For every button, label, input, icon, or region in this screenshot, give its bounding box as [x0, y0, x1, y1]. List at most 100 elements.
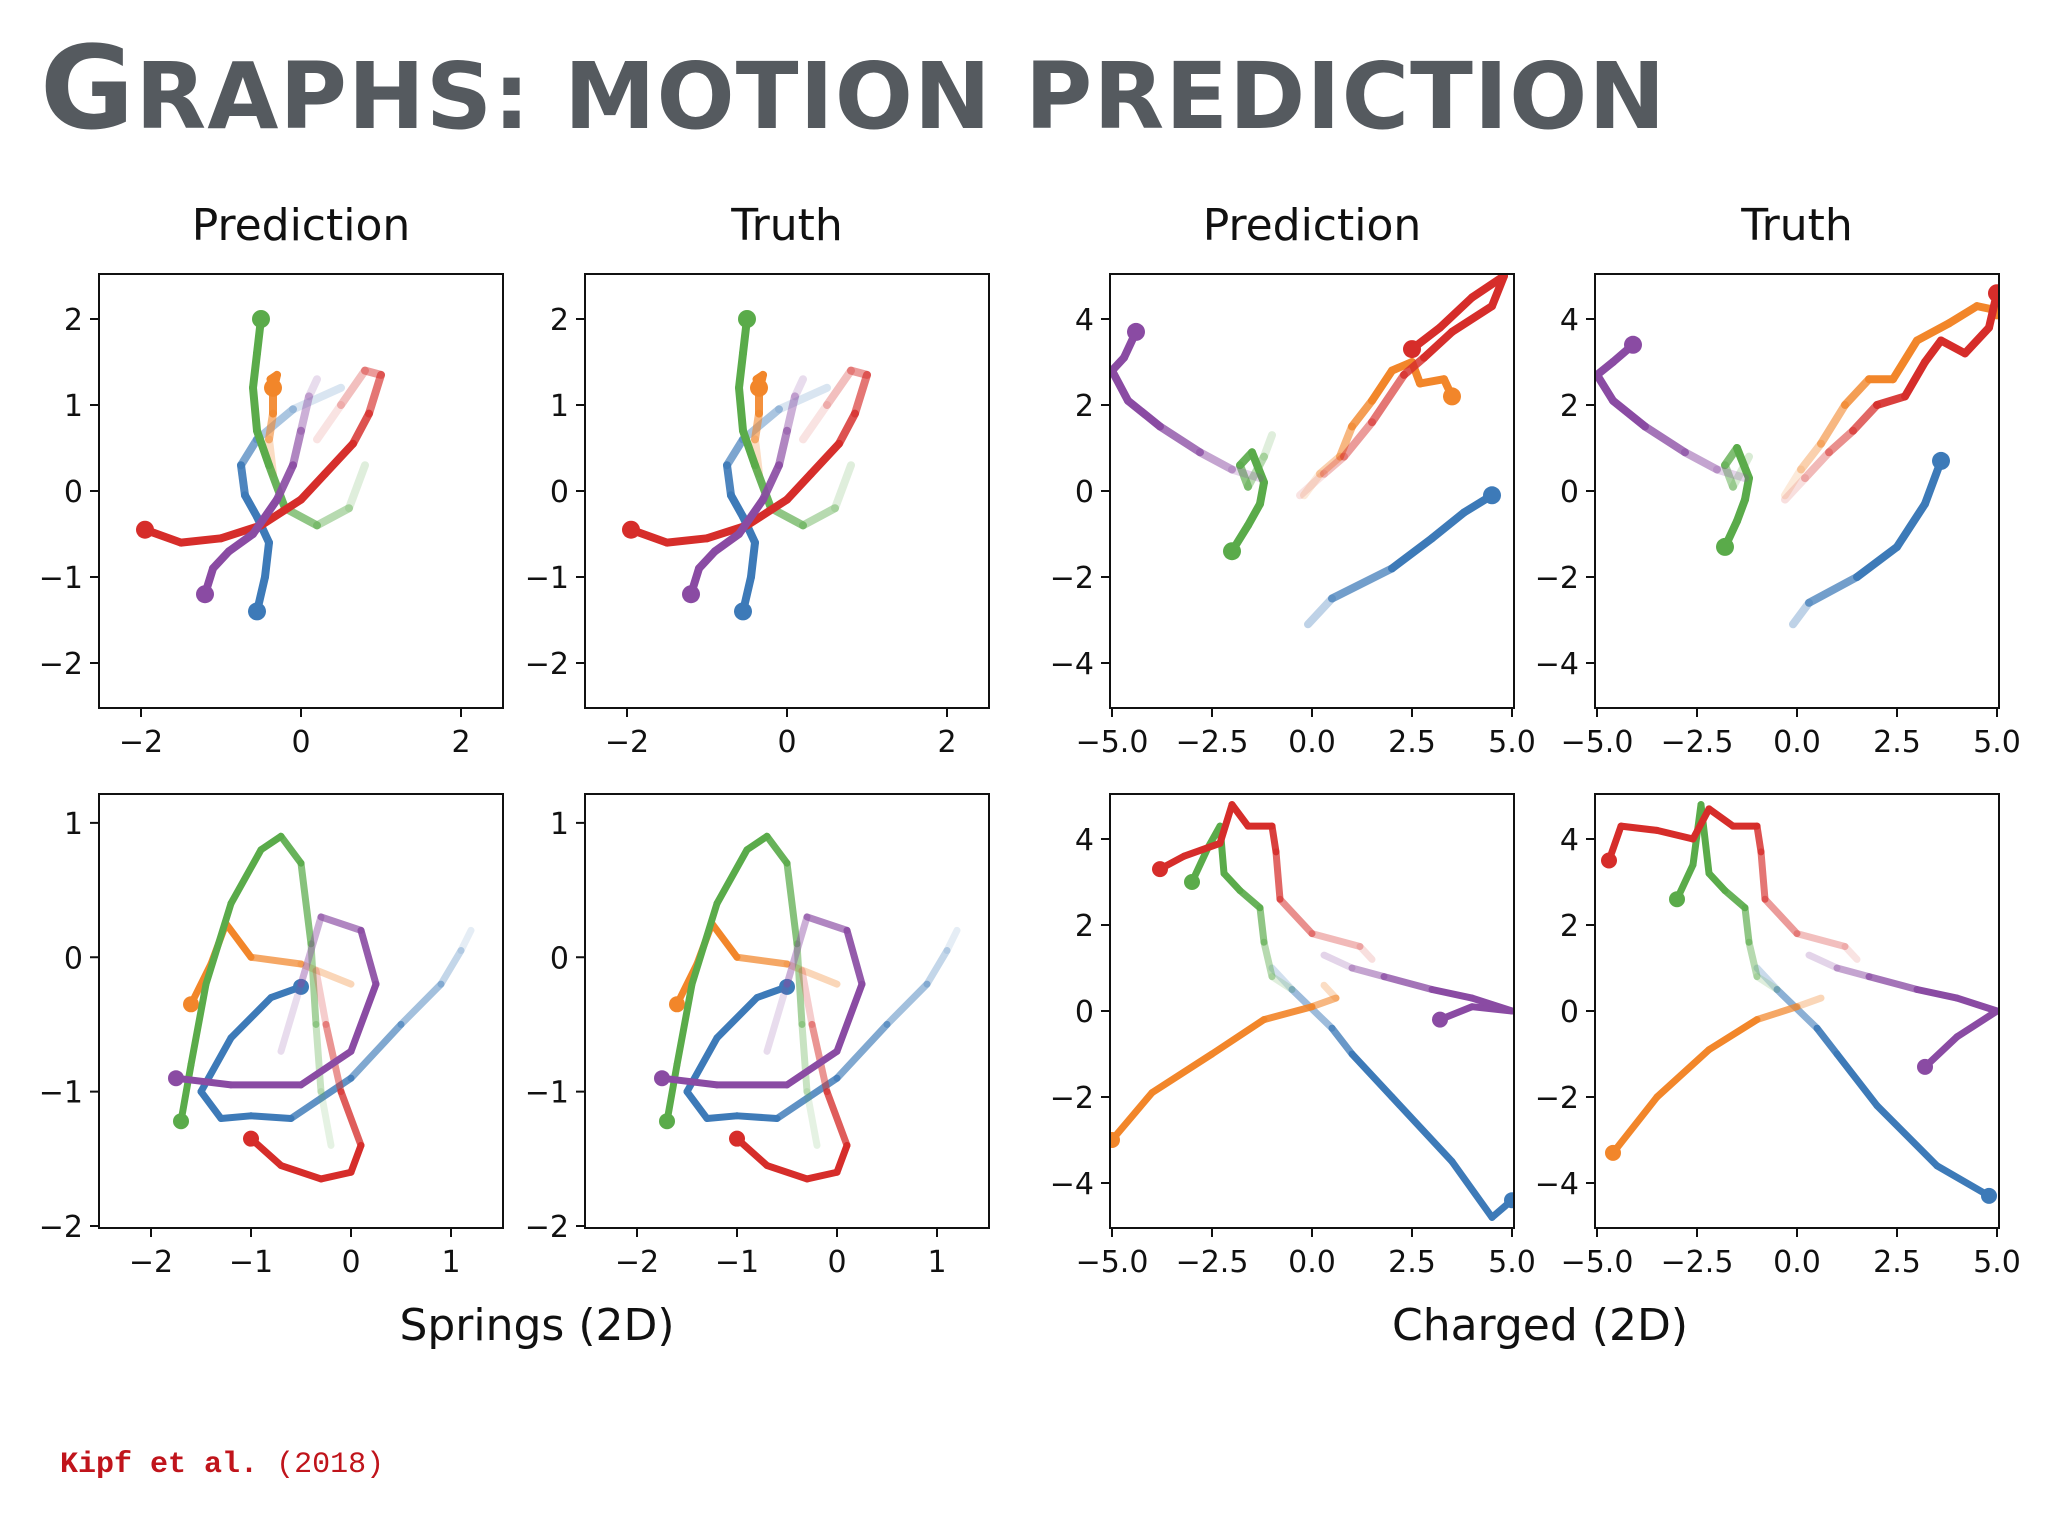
- trajectory-segment-red: [312, 967, 330, 1028]
- y-tick-label: 0: [64, 475, 83, 510]
- citation-year: (2018): [276, 1448, 385, 1482]
- trajectory-segment-green: [1733, 444, 1753, 483]
- trajectory-segment-red: [808, 1020, 831, 1096]
- y-tick-label: 0: [1075, 995, 1094, 1030]
- trajectory-start-red: [1152, 861, 1168, 878]
- trajectory-panel: −5.0 −2.5 0.0 2.5 5.0 −4 −2 0 2 4: [1050, 793, 1536, 1280]
- trajectory-start-purple: [196, 585, 214, 604]
- y-tick-label: −2: [525, 1210, 569, 1245]
- column-title: Truth: [730, 200, 843, 251]
- trajectory-segment-green: [1260, 938, 1276, 981]
- trajectory-segment-purple: [658, 1074, 721, 1089]
- x-tick-label: 5.0: [1973, 1245, 2021, 1280]
- trajectory-segment-red: [1841, 943, 1861, 963]
- trajectory-segment-red: [1436, 293, 1476, 332]
- x-tick-label: 0: [777, 725, 796, 760]
- trajectory-segment-purple: [833, 980, 866, 1055]
- trajectory-start-green: [1184, 874, 1200, 890]
- trajectory-segment-orange: [1841, 375, 1873, 409]
- trajectory-segment-green: [1256, 904, 1268, 946]
- y-tick-label: −1: [39, 561, 83, 596]
- trajectory-segment-red: [1757, 848, 1769, 903]
- trajectory-segment-red: [321, 439, 357, 478]
- x-tick-label: −2.5: [1661, 725, 1734, 760]
- trajectory-segment-green: [313, 504, 353, 530]
- x-tick-label: −5.0: [1561, 1245, 1634, 1280]
- trajectory-segment-purple: [1953, 994, 1999, 1015]
- trajectory-segment-green: [312, 1020, 325, 1096]
- trajectory-segment-purple: [803, 913, 851, 934]
- trajectory-segment-purple: [783, 1047, 841, 1089]
- trajectory-segment-green: [763, 832, 791, 867]
- trajectory-segment-blue: [237, 461, 249, 500]
- trajectory-segment-red: [1368, 370, 1408, 427]
- trajectory-segment-green: [743, 832, 771, 854]
- trajectory-segment-blue: [723, 435, 747, 470]
- y-tick-label: 4: [1560, 823, 1579, 858]
- y-tick-label: −1: [39, 1076, 83, 1111]
- trajectory-segment-purple: [1713, 465, 1749, 483]
- trajectory-segment-red: [1753, 822, 1765, 856]
- x-tick-label: −2: [615, 1245, 659, 1280]
- trajectory-segment-red: [317, 1168, 355, 1183]
- trajectory-segment-red: [1653, 826, 1697, 843]
- trajectory-segment-blue: [1813, 1024, 1841, 1058]
- trajectory-segment-blue: [1833, 1050, 1881, 1110]
- y-tick-label: 0: [64, 941, 83, 976]
- trajectory-start-blue: [1981, 1187, 1997, 1204]
- trajectory-segment-green: [1729, 452, 1753, 491]
- trajectory-segment-green: [798, 1020, 811, 1096]
- x-tick-label: −5.0: [1076, 725, 1149, 760]
- trajectory-segment-blue: [1428, 508, 1468, 543]
- trajectory-segment-purple: [1609, 396, 1649, 431]
- trajectory-segment-red: [1793, 930, 1849, 950]
- trajectory-segment-red: [1448, 302, 1496, 336]
- trajectory-segment-red: [1356, 943, 1376, 963]
- trajectory-segment-green: [1220, 869, 1244, 895]
- y-tick-label: 0: [1560, 995, 1579, 1030]
- trajectory-segment-green: [202, 900, 235, 988]
- trajectory-segment-purple: [1468, 994, 1514, 1015]
- y-tick-label: −1: [525, 1076, 569, 1111]
- trajectory-segment-blue: [1448, 1158, 1496, 1221]
- trajectory-segment-orange: [265, 409, 277, 444]
- y-tick-label: 2: [1560, 389, 1579, 424]
- trajectory-segment-purple: [783, 392, 799, 435]
- trajectory-segment-red: [833, 1141, 851, 1176]
- y-tick-label: −2: [39, 647, 83, 682]
- trajectory-segment-blue: [457, 926, 475, 955]
- trajectory-segment-green: [1745, 938, 1761, 981]
- trajectory-segment-green: [277, 832, 305, 867]
- y-tick-label: −2: [1535, 561, 1579, 596]
- trajectory-segment-purple: [1320, 951, 1356, 972]
- trajectory-start-green: [738, 310, 756, 328]
- y-tick-label: 1: [64, 807, 83, 842]
- trajectory-panel: −2 −1 0 1 −2 −1 0 1: [525, 793, 990, 1280]
- trajectory-segment-red: [763, 1162, 811, 1183]
- x-tick-label: 2.5: [1388, 725, 1436, 760]
- trajectory-segment-red: [177, 534, 225, 547]
- trajectory-segment-orange: [1208, 1016, 1268, 1058]
- trajectory-start-green: [659, 1113, 675, 1130]
- trajectory-segment-green: [1741, 904, 1753, 946]
- x-tick-label: 2.5: [1873, 1245, 1921, 1280]
- x-tick-label: −1: [229, 1245, 273, 1280]
- trajectory-segment-purple: [1156, 422, 1204, 457]
- column-title: Prediction: [1203, 200, 1422, 251]
- trajectory-segment-orange: [1753, 1003, 1801, 1024]
- x-tick-label: 0.0: [1288, 1245, 1336, 1280]
- trajectory-segment-red: [799, 401, 831, 444]
- y-tick-label: 2: [1560, 909, 1579, 944]
- trajectory-segment-green: [783, 859, 801, 948]
- trajectory-segment-red: [1272, 848, 1284, 903]
- trajectory-segment-red: [1617, 822, 1661, 834]
- trajectory-segment-blue: [833, 1020, 891, 1082]
- trajectory-start-blue: [779, 978, 795, 995]
- trajectory-start-red: [243, 1130, 259, 1147]
- trajectory-segment-orange: [247, 953, 305, 968]
- trajectory-start-blue: [1932, 451, 1950, 470]
- y-tick-label: 4: [1560, 303, 1579, 338]
- trajectory-panel: −2 −1 0 1 −2 −1 0 1: [39, 793, 504, 1280]
- trajectory-segment-green: [249, 383, 261, 435]
- x-tick-label: 0.0: [1773, 1245, 1821, 1280]
